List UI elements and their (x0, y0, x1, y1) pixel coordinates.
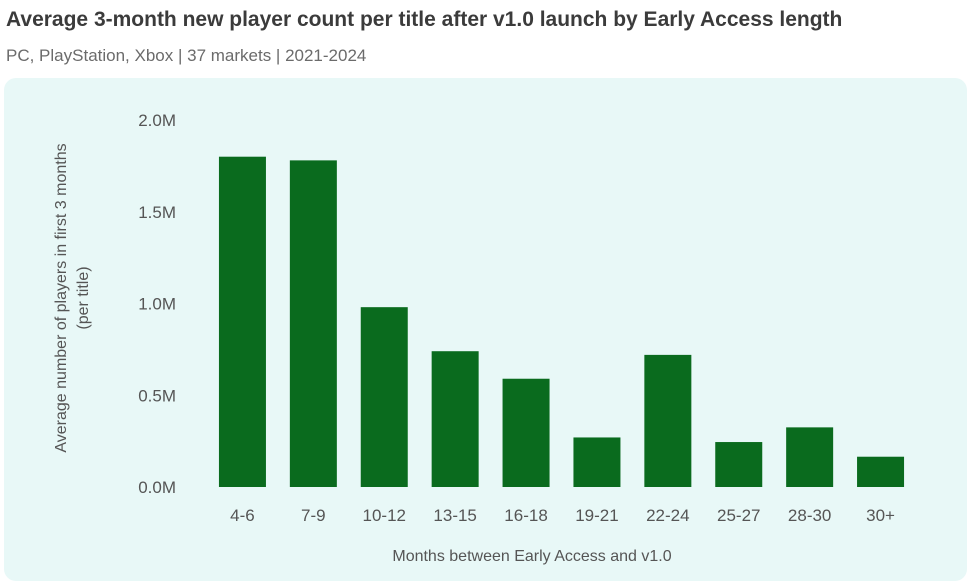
bar-13-15 (431, 351, 479, 487)
bar-25-27 (715, 442, 763, 487)
x-axis-ticks: 4-6 7-9 10-12 13-15 16-18 19-21 22-24 25-27 28-3… (230, 506, 895, 525)
x-tick-label: 19-21 (575, 506, 618, 525)
y-tick-label: 1.5M (138, 203, 176, 222)
bar-7-9 (289, 160, 337, 487)
y-axis-title-line1: Average number of players in first 3 mon… (53, 143, 70, 452)
bars (218, 156, 905, 487)
y-tick-label: 0.5M (138, 386, 176, 405)
bar-30+ (857, 456, 905, 487)
bar-16-18 (502, 378, 550, 487)
bar-22-24 (644, 354, 692, 487)
bar-19-21 (573, 437, 621, 487)
bar-28-30 (786, 427, 834, 487)
x-tick-label: 13-15 (433, 506, 476, 525)
bar-4-6 (218, 156, 266, 487)
x-tick-label: 22-24 (646, 506, 689, 525)
y-axis-title-line2: (per title) (75, 266, 92, 329)
y-tick-label: 2.0M (138, 111, 176, 130)
x-tick-label: 7-9 (301, 506, 326, 525)
y-axis-title: Average number of players in first 3 mon… (53, 143, 92, 452)
x-tick-label: 25-27 (717, 506, 760, 525)
x-tick-label: 16-18 (504, 506, 547, 525)
x-tick-label: 10-12 (363, 506, 406, 525)
chart-title: Average 3-month new player count per tit… (6, 8, 843, 31)
y-axis-ticks: 0.0M 0.5M 1.0M 1.5M 2.0M (138, 111, 176, 497)
x-tick-label: 4-6 (230, 506, 255, 525)
chart-panel (4, 78, 967, 581)
x-tick-label: 28-30 (788, 506, 831, 525)
x-axis-title: Months between Early Access and v1.0 (392, 548, 671, 565)
x-tick-label: 30+ (866, 506, 895, 525)
bar-10-12 (360, 307, 408, 487)
y-tick-label: 0.0M (138, 478, 176, 497)
chart-subtitle: PC, PlayStation, Xbox | 37 markets | 202… (6, 46, 367, 65)
y-tick-label: 1.0M (138, 295, 176, 314)
